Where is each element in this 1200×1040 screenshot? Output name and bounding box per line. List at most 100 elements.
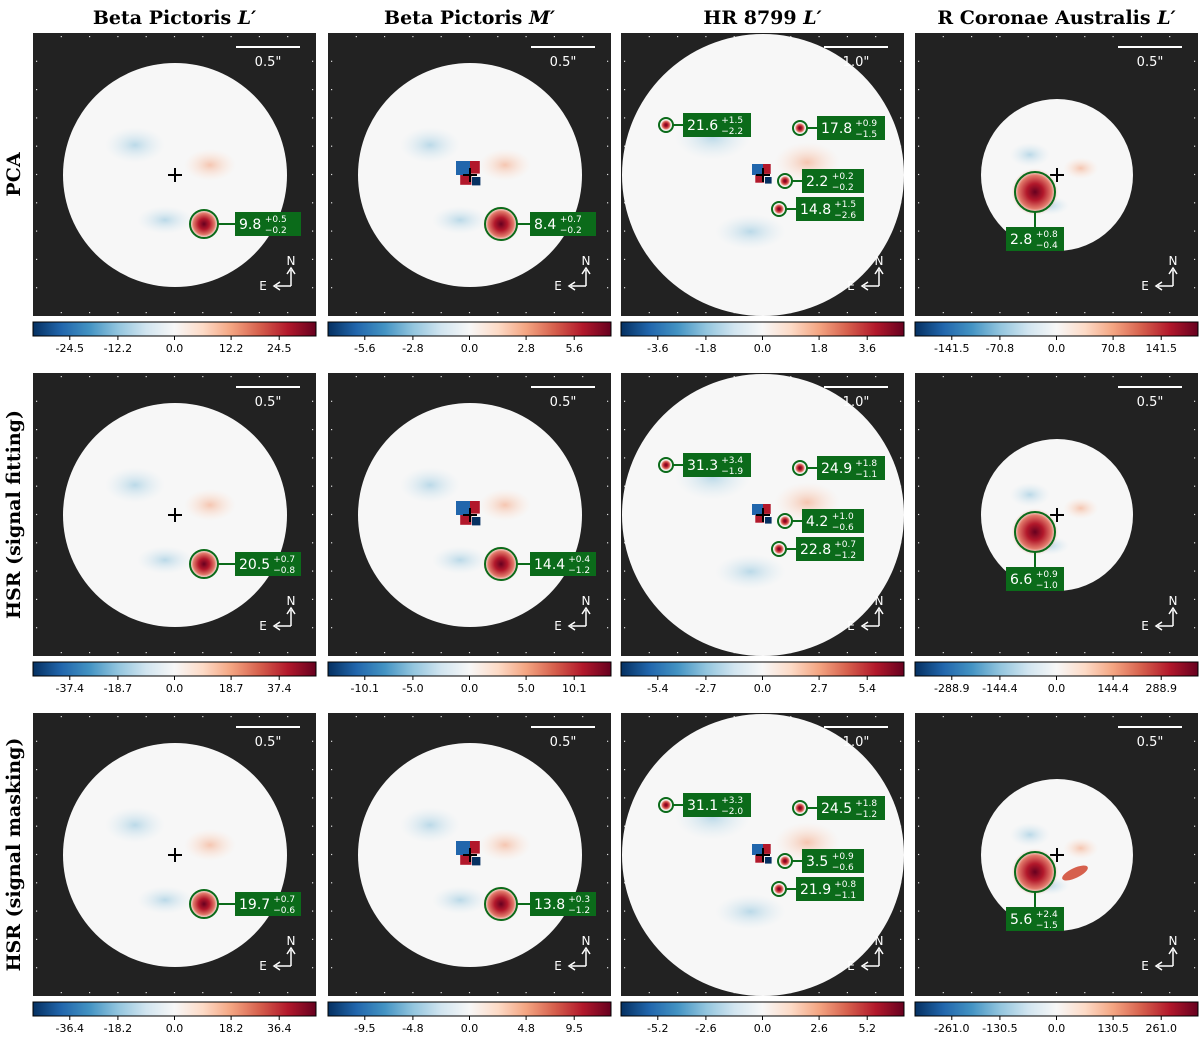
annotation-value: 21.6 [687,118,718,134]
tick-mark [648,376,650,378]
tick-mark [553,652,555,654]
tick-mark [312,825,314,827]
tick-mark [312,769,314,771]
tick-mark [582,312,584,314]
tick-mark [36,513,38,516]
colorbar-tick-label: 0.0 [1048,1022,1066,1035]
annotation-value: 14.4 [534,557,565,573]
tick-mark [525,36,527,38]
annotation-lower-error: −2.6 [834,211,856,221]
tick-mark [312,485,314,487]
scale-bar-label: 1.0" [843,55,870,70]
tick-mark [705,652,707,654]
tick-mark [117,652,119,654]
tick-mark [1194,853,1196,856]
residual-speckle [1009,822,1051,847]
central-residual [470,501,480,514]
tick-mark [900,400,902,402]
colorbar-tick-label: 5.0 [517,682,535,695]
residual-speckle [715,554,786,590]
annotation-main-value: 22.8 [800,542,831,558]
tick-mark [999,312,1001,314]
tick-mark [312,400,314,402]
tick-mark [355,652,357,654]
tick-mark [331,938,333,940]
tick-mark [942,652,944,654]
colorbar-tick-label: -24.5 [56,342,84,355]
tick-mark [312,967,314,969]
tick-mark [117,716,119,718]
tick-mark [355,312,357,314]
column-title-name: R Coronae Australis [937,7,1157,29]
tick-mark [846,992,848,994]
annotation-label-box [796,877,864,901]
panel: 0.5" N E 6.6 +0.9−1.0 -288.9 -144.4 0.0 144.4 288… [914,373,1199,695]
annotation-value: 3.5 [806,854,828,870]
colorbar-tick-label: 37.4 [267,682,292,695]
tick-mark [36,740,38,742]
colorbar-tick-label: -9.5 [354,1022,375,1035]
tick-mark [624,598,626,600]
annotation-upper-error: +0.3 [568,895,590,905]
annotation-label-box [817,116,885,140]
colorbar-tick-label: -141.5 [934,342,969,355]
tick-mark [1084,716,1086,718]
tick-mark [312,230,314,232]
tick-mark [287,652,289,654]
tick-mark [1169,312,1171,314]
tick-mark [1055,312,1058,314]
residual-speckle [432,886,488,914]
annotation-main-value: 21.9 [800,882,831,898]
tick-mark [900,570,902,572]
central-residual [460,515,472,525]
tick-mark [918,457,920,459]
colorbar-tick-label: 2.6 [810,1022,828,1035]
annotation-value: 24.5 [821,801,852,817]
annotation-upper-error: +3.3 [721,796,743,806]
tick-mark [331,542,333,544]
central-residual [470,841,480,854]
tick-mark [312,938,314,940]
annotation-lower-error: −0.6 [832,863,854,873]
compass-east-arrowhead [860,621,869,631]
tick-mark [312,740,314,742]
tick-mark [1194,89,1196,91]
planet-signal [794,802,806,814]
compass-north-arrowhead [1168,606,1178,615]
central-residual [752,504,763,515]
tick-mark [553,312,555,314]
annotation-upper-error: +0.8 [834,880,856,890]
colorbar-tick-label: 288.9 [1145,682,1177,695]
compass-east-label: E [259,279,267,293]
tick-mark [331,202,333,204]
annotation-label-box [802,509,864,533]
tick-mark [677,716,679,718]
colorbar-tick-label: -5.2 [647,1022,668,1035]
tick-mark [1140,652,1142,654]
tick-mark [971,992,973,994]
compass-north-arrowhead [874,606,884,615]
tick-mark [900,967,902,969]
tick-mark [1112,992,1114,994]
annotation-label-box [1006,567,1064,591]
compass-east-label: E [554,279,562,293]
tick-mark [677,652,679,654]
tick-mark [1194,825,1196,827]
compass-north-label: N [875,254,884,268]
tick-mark [624,117,626,119]
compass-north-label: N [287,254,296,268]
tick-mark [1194,258,1196,260]
tick-mark [36,967,38,969]
compass-north-label: N [875,934,884,948]
tick-mark [818,376,820,378]
tick-mark [36,797,38,799]
tick-mark [312,145,314,147]
colorbar-tick-label: 0.0 [754,682,772,695]
annotation-main-value: 8.4 [534,217,556,233]
tick-mark [36,627,38,629]
tick-mark [624,769,626,771]
tick-mark [677,376,679,378]
scale-bar-label: 0.5" [255,395,282,410]
residual-speckle [432,546,488,574]
